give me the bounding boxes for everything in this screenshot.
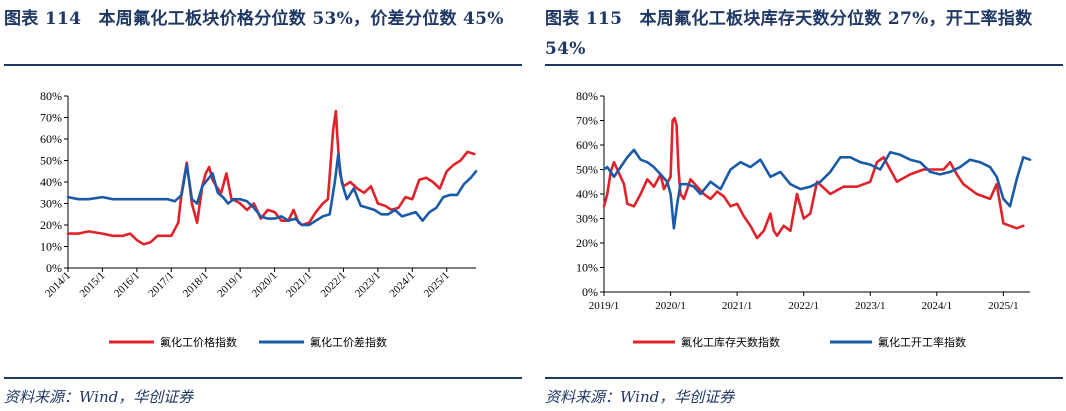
x-tick-label: 2025/1 bbox=[988, 300, 1019, 312]
figure-115: 图表 115 本周氟化工板块库存天数分位数 27%，开工率指数 54% 0% 10… bbox=[545, 0, 1063, 411]
y-tick-label: 50% bbox=[576, 163, 598, 177]
source-note: 资料来源：Wind，华创证券 bbox=[4, 388, 194, 406]
figure-title: 图表 114 本周氟化工板块价格分位数 53%，价差分位数 45% bbox=[4, 9, 504, 29]
title-divider bbox=[545, 64, 1063, 66]
y-tick-label: 10% bbox=[576, 261, 598, 275]
y-tick-label: 60% bbox=[576, 138, 598, 152]
y-tick-label: 80% bbox=[576, 89, 598, 103]
x-tick-label: 2023/1 bbox=[353, 270, 383, 300]
x-tick-label: 2016/1 bbox=[112, 270, 142, 300]
y-tick-label: 10% bbox=[40, 240, 62, 254]
series-line-blue bbox=[602, 148, 1032, 230]
y-tick-label: 80% bbox=[40, 89, 62, 103]
x-tick-label: 2025/1 bbox=[422, 270, 452, 300]
y-tick-label: 50% bbox=[40, 154, 62, 168]
x-tick-label: 2019/1 bbox=[215, 270, 245, 300]
series-line-red bbox=[66, 109, 476, 246]
series-line-red bbox=[602, 116, 1025, 240]
x-tick-label: 2019/1 bbox=[589, 300, 620, 312]
legend-label: 氟化工价差指数 bbox=[310, 335, 387, 349]
x-tick-label: 2015/1 bbox=[77, 270, 107, 300]
y-tick-label: 70% bbox=[40, 111, 62, 125]
price-spread-line-chart: 0%10%20%30%40%50%60%70%80%2014/1 2015/1 20… bbox=[40, 89, 478, 349]
figure-114: 图表 114 本周氟化工板块价格分位数 53%，价差分位数 45% 0% 10% 2… bbox=[4, 0, 522, 411]
x-tick-label: 2021/1 bbox=[722, 300, 753, 312]
y-tick-label: 30% bbox=[576, 212, 598, 226]
series-line-blue bbox=[66, 152, 478, 227]
x-tick-label: 2020/1 bbox=[250, 270, 280, 300]
source-note: 资料来源：Wind，华创证券 bbox=[545, 388, 735, 406]
x-tick-label: 2020/1 bbox=[655, 300, 686, 312]
x-tick-label: 2024/1 bbox=[387, 270, 417, 300]
figure-title: 图表 115 本周氟化工板块库存天数分位数 27%，开工率指数 54% bbox=[545, 9, 1033, 59]
y-tick-label: 40% bbox=[40, 175, 62, 189]
source-divider bbox=[545, 377, 1063, 379]
x-tick-label: 2021/1 bbox=[284, 270, 314, 300]
source-divider bbox=[4, 377, 522, 379]
y-tick-label: 0% bbox=[46, 261, 62, 275]
legend-label: 氟化工价格指数 bbox=[160, 335, 237, 349]
x-tick-label: 2023/1 bbox=[855, 300, 886, 312]
title-divider bbox=[4, 64, 522, 66]
x-tick-label: 2022/1 bbox=[318, 270, 348, 300]
x-tick-label: 2024/1 bbox=[922, 300, 953, 312]
y-tick-label: 40% bbox=[576, 187, 598, 201]
x-tick-label: 2017/1 bbox=[146, 270, 176, 300]
legend-label: 氟化工库存天数指数 bbox=[681, 335, 780, 349]
y-tick-label: 20% bbox=[40, 218, 62, 232]
y-tick-label: 30% bbox=[40, 197, 62, 211]
y-tick-label: 0% bbox=[582, 285, 598, 299]
inventory-operating-line-chart: 0% 10% 20% 30% 40% 50% 60% 70% 80% 2019/1 2020/1 20… bbox=[576, 89, 1032, 349]
legend-label: 氟化工开工率指数 bbox=[878, 335, 966, 349]
x-tick-label: 2018/1 bbox=[181, 270, 211, 300]
y-tick-label: 70% bbox=[576, 114, 598, 128]
y-tick-label: 60% bbox=[40, 132, 62, 146]
y-tick-label: 20% bbox=[576, 236, 598, 250]
x-tick-label: 2022/1 bbox=[788, 300, 819, 312]
